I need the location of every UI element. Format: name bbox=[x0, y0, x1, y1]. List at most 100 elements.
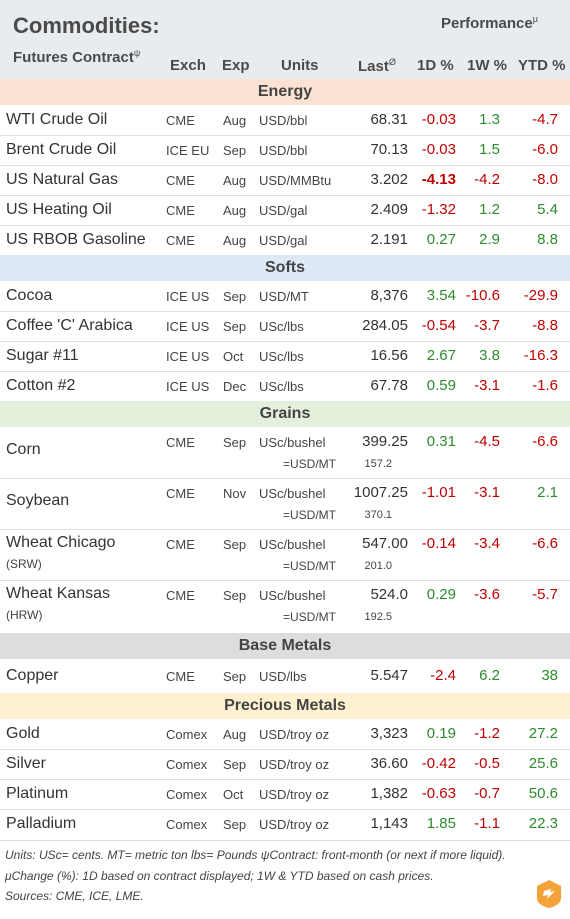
change-1w-cell: -4.2 bbox=[474, 171, 500, 188]
units-cell: USD/MMBtu bbox=[259, 173, 332, 188]
exchange-cell: Comex bbox=[166, 787, 208, 802]
expiry-cell: Sep bbox=[223, 669, 247, 684]
section-base-metals: Base Metals bbox=[0, 633, 570, 659]
change-ytd-cell: 50.6 bbox=[528, 785, 558, 802]
footnote-units: Units: USc= cents. MT= metric ton lbs= P… bbox=[5, 848, 506, 862]
units-cell: USc/lbs bbox=[259, 349, 304, 364]
change-1w-cell: -3.7 bbox=[474, 317, 500, 334]
change-1d-cell: -1.01 bbox=[421, 484, 456, 501]
change-1d-cell: -0.63 bbox=[421, 785, 456, 802]
commodity-name: Copper bbox=[6, 667, 59, 684]
change-1w-cell: -0.7 bbox=[474, 785, 500, 802]
exchange-cell: CME bbox=[166, 173, 195, 188]
expiry-cell: Sep bbox=[223, 143, 247, 158]
commodity-name: Sugar #11 bbox=[6, 347, 79, 364]
expiry-cell: Sep bbox=[223, 435, 247, 450]
table-header: Commodities: Futures Contractψ Performan… bbox=[0, 0, 570, 79]
change-1w-cell: 1.3 bbox=[479, 111, 500, 128]
expiry-cell: Aug bbox=[223, 113, 247, 128]
units-cell: USD/gal bbox=[259, 233, 308, 248]
change-1d-cell: -0.42 bbox=[421, 755, 456, 772]
change-1d-cell: -0.03 bbox=[421, 141, 456, 158]
footer-notes bbox=[0, 840, 570, 919]
row-divider bbox=[0, 580, 570, 581]
change-1w-cell: -4.5 bbox=[474, 433, 500, 450]
converted-price-cell: 157.2 bbox=[364, 458, 392, 470]
expiry-cell: Dec bbox=[223, 379, 247, 394]
units-cell: USc/bushel bbox=[259, 537, 326, 552]
change-1d-cell: -2.4 bbox=[430, 667, 456, 684]
change-ytd-cell: -5.7 bbox=[532, 586, 558, 603]
exchange-cell: Comex bbox=[166, 817, 208, 832]
exchange-cell: ICE EU bbox=[166, 143, 210, 158]
table-row: WTI Crude Oil CME Aug USD/bbl 68.31 -0.03 1.3 -… bbox=[0, 105, 570, 135]
commodity-grade: (HRW) bbox=[6, 608, 43, 622]
commodity-name: Wheat Chicago bbox=[6, 534, 116, 551]
table-row: Palladium Comex Sep USD/troy oz 1,143 1.85 -1.… bbox=[0, 809, 570, 839]
col-units: Units bbox=[281, 57, 319, 74]
converted-price-cell: 370.1 bbox=[364, 509, 392, 521]
commodity-name: Coffee 'C' Arabica bbox=[6, 317, 133, 334]
change-ytd-cell: -8.0 bbox=[532, 171, 558, 188]
change-ytd-cell: 5.4 bbox=[537, 201, 558, 218]
row-divider bbox=[0, 311, 570, 312]
change-ytd-cell: -1.6 bbox=[532, 377, 558, 394]
change-1w-cell: -3.1 bbox=[474, 377, 500, 394]
table-row: US Heating Oil CME Aug USD/gal 2.409 -1.32 1.2… bbox=[0, 195, 570, 225]
change-1w-cell: 1.5 bbox=[479, 141, 500, 158]
section-precious-metals: Precious Metals bbox=[0, 693, 570, 719]
col-1w: 1W % bbox=[467, 57, 508, 74]
last-price-cell: 3,323 bbox=[370, 725, 408, 742]
table-row: Cotton #2 ICE US Dec USc/lbs 67.78 0.59 -3.1 -1… bbox=[0, 371, 570, 401]
change-ytd-cell: -6.6 bbox=[532, 535, 558, 552]
last-price-cell: 36.60 bbox=[370, 755, 408, 772]
change-1w-cell: -3.4 bbox=[474, 535, 500, 552]
col-exp: Exp bbox=[222, 57, 250, 74]
change-ytd-cell: 8.8 bbox=[537, 231, 558, 248]
change-1d-cell: 0.27 bbox=[426, 231, 456, 248]
change-1w-cell: -3.6 bbox=[474, 586, 500, 603]
exchange-cell: Comex bbox=[166, 727, 208, 742]
exchange-cell: ICE US bbox=[166, 349, 210, 364]
units-cell: USD/lbs bbox=[259, 669, 307, 684]
change-ytd-cell: -29.9 bbox=[523, 287, 558, 304]
expiry-cell: Sep bbox=[223, 319, 247, 334]
col-ytd: YTD % bbox=[518, 57, 566, 74]
expiry-cell: Sep bbox=[223, 588, 247, 603]
table-row: Gold Comex Aug USD/troy oz 3,323 0.19 -1.2 27.2 bbox=[0, 719, 570, 749]
exchange-cell: CME bbox=[166, 669, 195, 684]
converted-price-cell: 201.0 bbox=[364, 560, 392, 572]
units-cell: USc/bushel bbox=[259, 486, 326, 501]
exchange-cell: CME bbox=[166, 203, 195, 218]
last-price-cell: 16.56 bbox=[370, 347, 408, 364]
expiry-cell: Aug bbox=[223, 173, 247, 188]
change-ytd-cell: -4.7 bbox=[532, 111, 558, 128]
commodity-name: Corn bbox=[6, 441, 41, 458]
change-ytd-cell: -16.3 bbox=[523, 347, 558, 364]
section-grains: Grains bbox=[0, 401, 570, 427]
expiry-cell: Aug bbox=[223, 233, 247, 248]
exchange-cell: CME bbox=[166, 113, 195, 128]
converted-price-cell: 192.5 bbox=[364, 611, 392, 623]
row-divider bbox=[0, 478, 570, 479]
commodity-grade: (SRW) bbox=[6, 557, 42, 571]
last-price-cell: 3.202 bbox=[370, 171, 408, 188]
table-row: Wheat Chicago CME Sep USc/bushel 547.00 -0.14… bbox=[0, 529, 570, 580]
section-softs: Softs bbox=[0, 255, 570, 281]
expiry-cell: Aug bbox=[223, 203, 247, 218]
row-divider bbox=[0, 779, 570, 780]
change-ytd-cell: 25.6 bbox=[528, 755, 558, 772]
change-ytd-cell: 2.1 bbox=[537, 484, 558, 501]
change-ytd-cell: 22.3 bbox=[528, 815, 558, 832]
row-divider bbox=[0, 749, 570, 750]
row-divider bbox=[0, 165, 570, 166]
col-exch: Exch bbox=[170, 57, 206, 74]
col-1d: 1D % bbox=[417, 57, 454, 74]
commodity-name: US RBOB Gasoline bbox=[6, 231, 146, 248]
commodity-name: Cotton #2 bbox=[6, 377, 76, 394]
last-price-cell: 524.0 bbox=[370, 586, 408, 603]
table-row: Cocoa ICE US Sep USD/MT 8,376 3.54 -10.6 -29.9 bbox=[0, 281, 570, 311]
change-1d-cell: 0.19 bbox=[426, 725, 456, 742]
change-ytd-cell: 27.2 bbox=[528, 725, 558, 742]
commodity-name: Palladium bbox=[6, 815, 77, 832]
